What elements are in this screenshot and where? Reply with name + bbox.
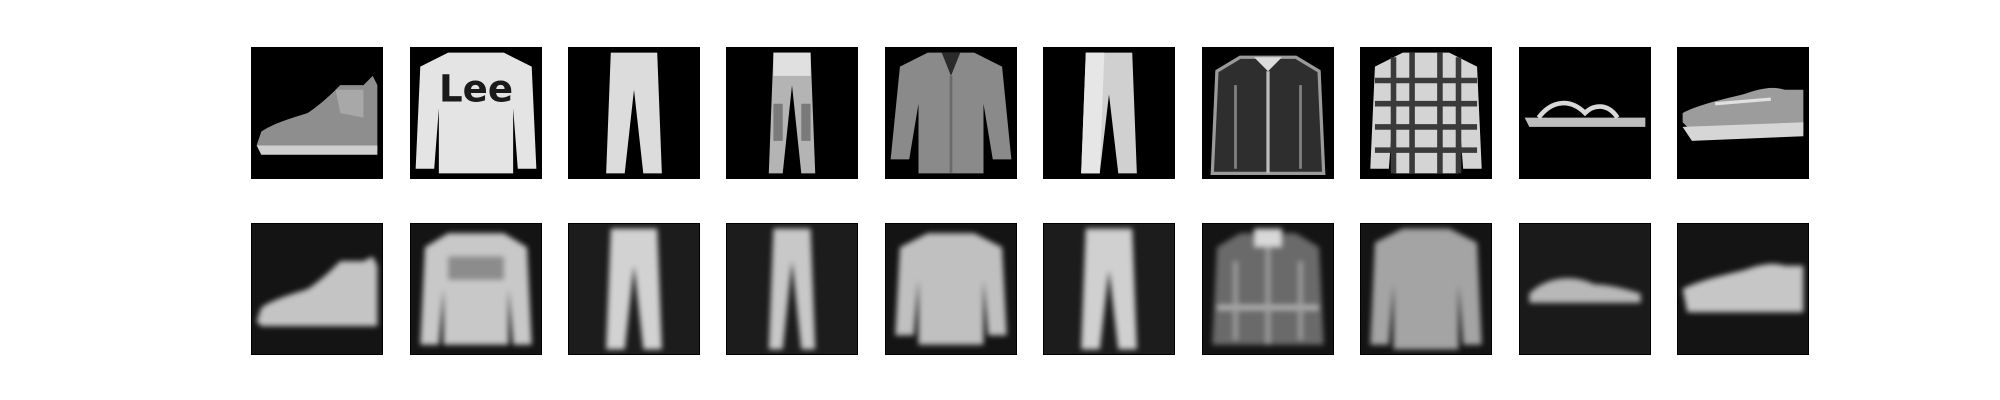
reconstruction-trouser-1 — [568, 223, 700, 355]
shirt-icon — [895, 233, 1007, 345]
trouser-icon — [1081, 52, 1137, 174]
trouser-icon — [768, 52, 816, 174]
reconstruction-sneaker — [1677, 223, 1809, 355]
shirt-icon — [890, 52, 1012, 174]
reconstruction-pullover — [410, 223, 542, 355]
reconstruction-shirt — [885, 223, 1017, 355]
original-trouser-2 — [726, 47, 858, 179]
reconstruction-shirt-2 — [1360, 223, 1492, 355]
original-sneaker — [1677, 47, 1809, 179]
original-ankle-boot — [251, 47, 383, 179]
trouser-icon — [768, 228, 816, 350]
ankle-boot-icon — [256, 75, 378, 155]
coat-icon — [1210, 55, 1326, 175]
pullover-print: Lee — [439, 67, 513, 110]
checked-shirt-icon — [1370, 52, 1482, 174]
reconstruction-sandal — [1519, 223, 1651, 355]
original-shirt — [885, 47, 1017, 179]
reconstruction-trouser-3 — [1043, 223, 1175, 355]
original-trouser-1 — [568, 47, 700, 179]
reconstruction-ankle-boot — [251, 223, 383, 355]
trouser-icon — [1081, 228, 1137, 350]
original-sandal — [1519, 47, 1651, 179]
sandal-icon — [1529, 278, 1641, 303]
original-trouser-3 — [1043, 47, 1175, 179]
trouser-icon — [606, 52, 662, 174]
sandal-icon — [1524, 100, 1646, 127]
reconstruction-coat — [1202, 223, 1334, 355]
original-coat — [1202, 47, 1334, 179]
sneaker-icon — [1682, 263, 1804, 313]
trouser-icon — [606, 228, 662, 350]
reconstruction-trouser-2 — [726, 223, 858, 355]
pullover-icon — [420, 233, 532, 345]
original-pullover: Lee — [410, 47, 542, 179]
ankle-boot-icon — [256, 256, 378, 327]
sneaker-icon — [1682, 87, 1804, 141]
shirt-icon — [1370, 228, 1482, 350]
original-checked-shirt — [1360, 47, 1492, 179]
pullover-icon: Lee — [415, 52, 537, 174]
coat-icon — [1212, 228, 1324, 345]
